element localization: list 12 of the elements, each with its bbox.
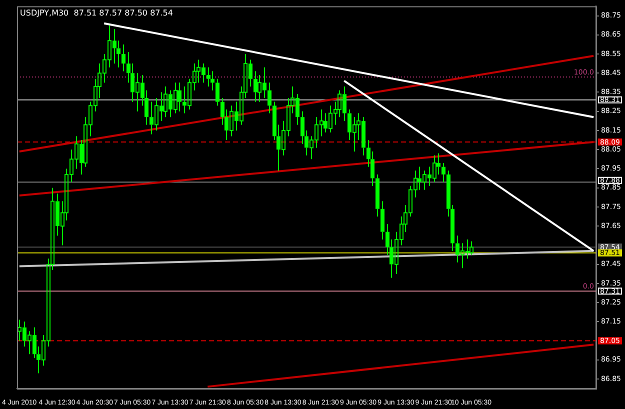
candlestick: [122, 44, 126, 72]
candlestick: [254, 70, 258, 102]
candlestick: [436, 152, 440, 175]
candlestick: [268, 82, 272, 114]
candlestick: [376, 174, 380, 218]
chart-title: USDJPY,M30 87.51 87.57 87.50 87.54: [20, 8, 173, 18]
candlestick: [380, 200, 384, 240]
candlestick: [206, 66, 210, 88]
candlestick: [178, 82, 182, 112]
candlestick: [216, 78, 220, 106]
candlestick: [210, 70, 214, 91]
candlestick: [442, 162, 446, 183]
